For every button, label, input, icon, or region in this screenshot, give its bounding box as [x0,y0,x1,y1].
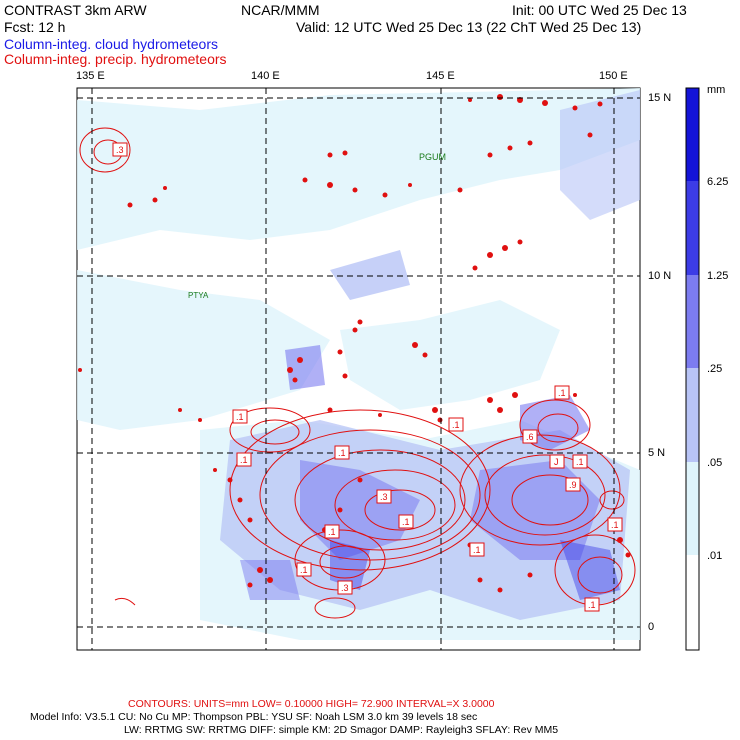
lat-label-15n: 15 N [648,92,672,104]
cloud-shading [77,88,640,640]
precip-cells [78,94,631,593]
lon-label-145: 145 E [426,70,455,82]
cloud-band-north [77,88,640,250]
colorbar-swatch-5 [686,462,699,555]
contour-labels: .3 .1 .1 .1 .1 .1 .1 .1 .3 .1 J .1 .9 .6… [112,142,623,612]
legend-precip-label: Column-integ. precip. hydrometeors [4,51,227,67]
map-gridlines [77,88,640,650]
cloud-band-central [340,300,560,410]
colorbar-swatch-3 [686,275,699,368]
contour-label: .1 [240,455,248,465]
plot-title: CONTRAST 3km ARW [4,2,147,18]
init-time: Init: 00 UTC Wed 25 Dec 13 [512,2,687,18]
contour-label: .1 [558,388,566,398]
valid-time: Valid: 12 UTC Wed 25 Dec 13 (22 ChT Wed … [296,19,642,35]
colorbar-unit: mm [707,84,726,96]
station-ptya: PTYA [188,291,209,300]
colorbar-swatch-6 [686,555,699,650]
lat-label-10n: 10 N [648,270,672,282]
contour-label: .1 [300,565,308,575]
cloud-patch-ne [560,90,640,220]
lon-label-150: 150 E [599,70,628,82]
colorbar-swatch-2 [686,181,699,275]
lon-label-135: 135 E [76,70,105,82]
cloud-band-west [77,270,330,430]
cloud-patch-mid [330,250,410,300]
forecast-hour: Fcst: 12 h [4,19,66,35]
colorbar-label-3: .25 [707,363,723,375]
colorbar [685,87,700,651]
contour-label: .1 [576,457,584,467]
contour-label: .1 [588,600,596,610]
colorbar-label-4: .05 [707,457,723,469]
contour-label: .3 [116,145,124,155]
contour-label: .1 [611,520,619,530]
contour-label: .6 [526,432,534,442]
colorbar-label-1: 6.25 [707,176,729,188]
institution-label: NCAR/MMM [241,2,320,18]
model-info-line-1: Model Info: V3.5.1 CU: No Cu MP: Thompso… [30,711,478,723]
contour-label: .9 [569,480,577,490]
lat-label-0: 0 [648,621,655,633]
station-pgum: PGUM [419,152,446,162]
colorbar-label-2: 1.25 [707,270,729,282]
contour-label: J [554,457,559,467]
colorbar-label-5: .01 [707,550,723,562]
colorbar-swatch-1 [686,88,699,181]
contour-label: .1 [328,527,336,537]
contour-label: .1 [473,545,481,555]
contour-label: .1 [236,412,244,422]
model-info-line-2: LW: RRTMG SW: RRTMG DIFF: simple KM: 2D … [124,724,559,736]
contour-label: .1 [452,420,460,430]
colorbar-swatch-4 [686,368,699,462]
contour-info: CONTOURS: UNITS=mm LOW= 0.10000 HIGH= 72… [128,698,495,710]
legend-cloud-label: Column-integ. cloud hydrometeors [4,36,218,52]
contour-label: .3 [341,583,349,593]
precip-contours [79,127,636,619]
contour-label: .1 [402,517,410,527]
colorbar-frame [685,87,700,651]
contour-label: .3 [380,492,388,502]
contour-label: .1 [338,448,346,458]
lat-label-5n: 5 N [648,447,666,459]
lon-label-140: 140 E [251,70,280,82]
cloud-core-6 [560,540,620,600]
